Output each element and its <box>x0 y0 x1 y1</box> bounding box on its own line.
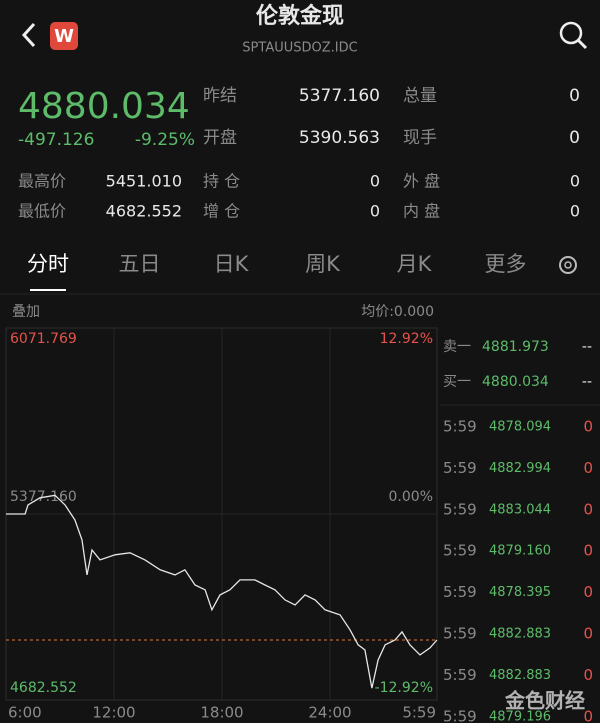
tab[interactable]: 分时 <box>27 252 69 276</box>
trade-time: 5:59 <box>443 542 477 560</box>
trade-volume: 0 <box>583 625 593 643</box>
stat-value: 0 <box>570 172 580 191</box>
stat-label: 外 盘 <box>403 172 440 191</box>
trade-volume: 0 <box>583 583 593 601</box>
trade-price: 4882.883 <box>489 668 551 683</box>
change-pct: -9.25% <box>135 130 195 150</box>
stat-value: 4682.552 <box>106 202 182 221</box>
stat-label: 持 仓 <box>203 172 240 191</box>
stat-value: 0 <box>570 202 580 221</box>
tab[interactable]: 日K <box>214 252 250 276</box>
field-label: 开盘 <box>203 128 237 148</box>
field-label: 总量 <box>403 86 437 106</box>
app-icon-letter: W <box>54 26 74 47</box>
settings-icon <box>564 261 572 269</box>
trade-volume: 0 <box>583 459 593 477</box>
stat-label: 内 盘 <box>403 202 440 221</box>
settings-button[interactable] <box>559 256 577 274</box>
trade-volume: 0 <box>583 707 593 723</box>
pct-label: -12.92% <box>375 680 433 696</box>
y-tick-label: 4682.552 <box>10 680 77 696</box>
trade-price: 4882.994 <box>489 461 551 476</box>
price: 4880.034 <box>18 86 190 127</box>
trade-time: 5:59 <box>443 459 477 477</box>
book-label: 买一 <box>443 374 471 390</box>
x-tick-label: 18:00 <box>200 704 243 722</box>
tab[interactable]: 周K <box>305 252 341 276</box>
trade-time: 5:59 <box>443 418 477 436</box>
trade-time: 5:59 <box>443 666 477 684</box>
trade-price: 4878.395 <box>489 585 551 600</box>
price-line-series <box>6 494 438 689</box>
title: 伦敦金现 <box>256 3 344 29</box>
x-tick-label: 24:00 <box>308 704 351 722</box>
field-value: 0 <box>569 86 580 106</box>
stat-value: 0 <box>370 172 380 191</box>
book-volume: -- <box>582 339 592 355</box>
stat-label: 最高价 <box>18 172 66 191</box>
trade-volume: 0 <box>583 500 593 518</box>
avg-label: 均价:0.000 <box>361 304 434 320</box>
field-label: 现手 <box>403 128 437 148</box>
trade-time: 5:59 <box>443 583 477 601</box>
book-price: 4880.034 <box>482 374 549 390</box>
change: -497.126 <box>18 130 94 150</box>
overlay-label[interactable]: 叠加 <box>12 304 40 320</box>
search-button[interactable] <box>559 21 583 45</box>
stat-value: 5451.010 <box>106 172 182 191</box>
search-handle <box>576 38 588 50</box>
trade-price: 4879.160 <box>489 544 551 559</box>
tab[interactable]: 五日 <box>119 252 161 276</box>
watermark: 金色财经 <box>504 689 585 713</box>
book-volume: -- <box>582 374 592 390</box>
x-tick-label: 12:00 <box>92 704 135 722</box>
stat-value: 0 <box>370 202 380 221</box>
trade-price: 4878.094 <box>489 420 551 435</box>
pct-label: 12.92% <box>380 331 433 347</box>
x-tick-label: 6:00 <box>8 704 42 722</box>
trade-price: 4879.196 <box>489 709 551 723</box>
x-tick-label: 5:59 <box>402 704 436 722</box>
field-value: 5377.160 <box>299 86 380 106</box>
trade-time: 5:59 <box>443 500 477 518</box>
trade-volume: 0 <box>583 418 593 436</box>
trade-time: 5:59 <box>443 707 477 723</box>
tab[interactable]: 月K <box>397 252 433 276</box>
app-icon <box>50 22 78 50</box>
field-label: 昨结 <box>203 86 237 106</box>
trade-price: 4883.044 <box>489 502 551 517</box>
field-value: 0 <box>569 128 580 148</box>
field-value: 5390.563 <box>299 128 380 148</box>
stat-label: 增 仓 <box>203 202 240 221</box>
back-button[interactable] <box>21 22 36 48</box>
pct-label: 0.00% <box>389 489 433 505</box>
stat-label: 最低价 <box>18 202 66 221</box>
tab[interactable]: 更多 <box>485 252 527 276</box>
book-label: 卖一 <box>443 339 471 355</box>
trade-volume: 0 <box>583 542 593 560</box>
book-price: 4881.973 <box>482 339 549 355</box>
y-tick-label: 6071.769 <box>10 331 77 347</box>
trade-price: 4882.883 <box>489 627 551 642</box>
trade-volume: 0 <box>583 666 593 684</box>
trade-time: 5:59 <box>443 625 477 643</box>
subtitle: SPTAUUSDOZ.IDC <box>242 41 357 56</box>
